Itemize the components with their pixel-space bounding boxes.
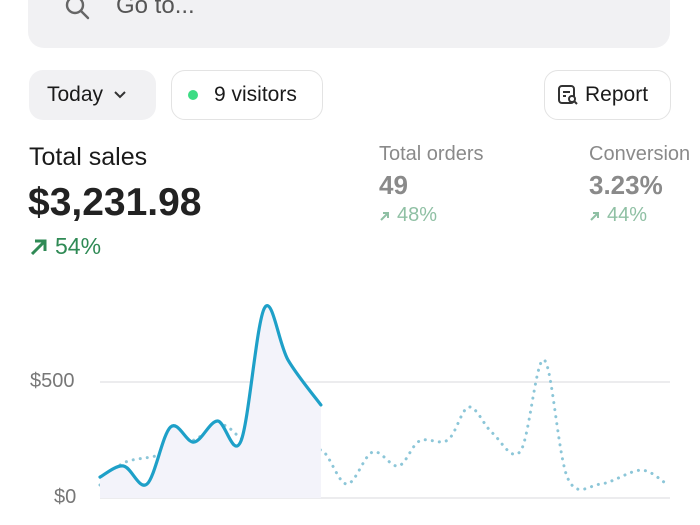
- search-icon: [65, 0, 90, 20]
- y-tick-500: $500: [30, 370, 75, 392]
- conversion-change: 44%: [589, 204, 647, 227]
- report-label: Report: [585, 83, 649, 106]
- visitors-label: 9 visitors: [214, 83, 297, 106]
- report-icon: [558, 85, 578, 105]
- search-bar[interactable]: Go to...: [28, 0, 670, 48]
- total-sales-value: $3,231.98: [28, 181, 202, 224]
- period-label: Today: [47, 83, 104, 106]
- total-orders-label: Total orders: [379, 143, 484, 165]
- conversion-label: Conversion: [589, 143, 691, 165]
- report-button[interactable]: Report: [544, 70, 671, 120]
- period-dropdown[interactable]: Today: [29, 70, 156, 120]
- y-tick-0: $0: [54, 486, 77, 508]
- current-period-line: [98, 304, 323, 487]
- total-sales-label: Total sales: [29, 143, 148, 171]
- arrow-up-right-icon: [380, 211, 389, 221]
- arrow-up-right-icon: [30, 239, 47, 255]
- live-visitors-button[interactable]: 9 visitors: [171, 70, 323, 120]
- total-orders-value: 49: [379, 170, 408, 200]
- total-orders-change: 48%: [379, 204, 437, 227]
- arrow-up-right-icon: [590, 211, 599, 221]
- total-sales-change: 54%: [29, 233, 101, 260]
- live-dot-icon: [188, 90, 198, 100]
- search-placeholder: Go to...: [116, 0, 195, 19]
- conversion-value: 3.23%: [589, 170, 663, 200]
- previous-period-line: [98, 358, 666, 491]
- chevron-down-icon: [114, 91, 126, 99]
- current-area: [100, 305, 321, 498]
